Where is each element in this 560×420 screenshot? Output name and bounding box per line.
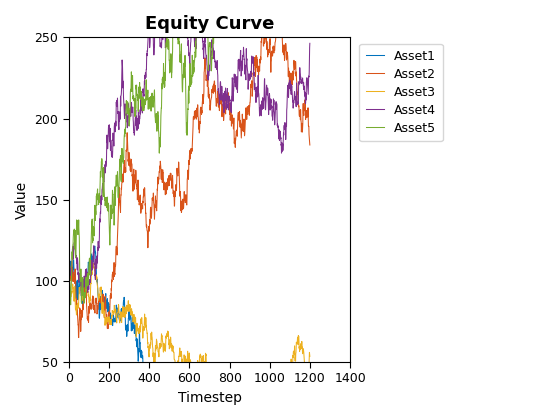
Asset2 bbox=[192, 108, 199, 113]
X-axis label: Timestep: Timestep bbox=[178, 391, 241, 405]
Asset2 bbox=[106, 310, 113, 315]
Asset3 bbox=[147, 342, 153, 347]
Line: Asset2: Asset2 bbox=[69, 0, 310, 338]
Asset5 bbox=[147, 102, 153, 107]
Asset2 bbox=[66, 256, 72, 261]
Asset3 bbox=[106, 322, 113, 327]
Asset4 bbox=[97, 193, 104, 198]
Line: Asset3: Asset3 bbox=[69, 263, 310, 420]
Asset1 bbox=[66, 255, 72, 260]
Asset3 bbox=[197, 353, 204, 358]
Asset2 bbox=[197, 110, 204, 115]
Asset5 bbox=[197, 3, 204, 8]
Asset1 bbox=[97, 298, 104, 303]
Asset4 bbox=[66, 260, 72, 265]
Asset4 bbox=[78, 293, 85, 298]
Asset2 bbox=[306, 142, 313, 147]
Line: Asset5: Asset5 bbox=[69, 0, 310, 305]
Asset5 bbox=[97, 166, 104, 171]
Asset4 bbox=[106, 132, 113, 137]
Asset2 bbox=[97, 299, 104, 304]
Asset2 bbox=[274, 0, 281, 3]
Legend: Asset1, Asset2, Asset3, Asset4, Asset5: Asset1, Asset2, Asset3, Asset4, Asset5 bbox=[360, 44, 442, 141]
Asset3 bbox=[97, 284, 104, 289]
Asset4 bbox=[170, 9, 177, 14]
Asset5 bbox=[67, 302, 74, 307]
Asset1 bbox=[147, 389, 153, 394]
Line: Asset4: Asset4 bbox=[69, 0, 310, 296]
Asset1 bbox=[91, 244, 98, 249]
Asset3 bbox=[192, 368, 199, 373]
Asset2 bbox=[170, 189, 177, 194]
Asset2 bbox=[147, 216, 153, 221]
Line: Asset1: Asset1 bbox=[69, 246, 310, 420]
Y-axis label: Value: Value bbox=[15, 181, 29, 219]
Asset3 bbox=[66, 276, 72, 281]
Asset5 bbox=[106, 237, 113, 242]
Asset5 bbox=[192, 55, 199, 60]
Title: Equity Curve: Equity Curve bbox=[145, 15, 274, 33]
Asset1 bbox=[106, 317, 113, 322]
Asset3 bbox=[170, 349, 177, 354]
Asset4 bbox=[193, 45, 199, 50]
Asset4 bbox=[306, 41, 313, 46]
Asset3 bbox=[90, 260, 96, 265]
Asset4 bbox=[198, 15, 204, 20]
Asset2 bbox=[76, 335, 82, 340]
Asset3 bbox=[306, 354, 313, 359]
Asset5 bbox=[66, 265, 72, 270]
Asset4 bbox=[147, 33, 153, 38]
Asset5 bbox=[170, 3, 177, 8]
